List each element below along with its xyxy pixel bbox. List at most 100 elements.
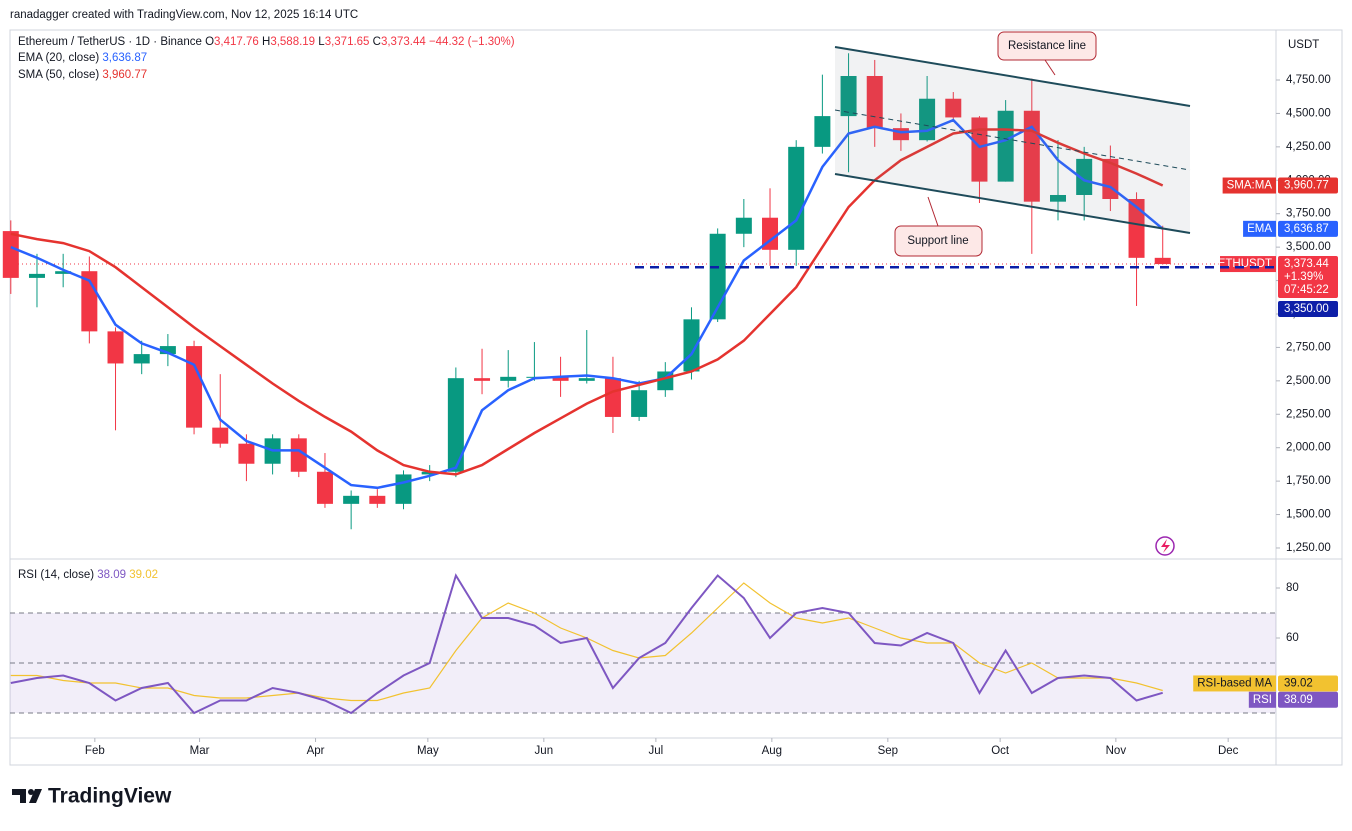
x-tick-label: Dec [1218, 745, 1239, 757]
y-tick-label: 1,250.00 [1286, 542, 1331, 554]
legend-value: 38.09 [97, 569, 126, 581]
legend-text: 3,373.44 [381, 36, 426, 48]
candle-body [1076, 158, 1093, 195]
legend-text: −44.32 (−1.30%) [429, 36, 515, 48]
candle-body [316, 471, 333, 504]
candle-body [631, 390, 648, 417]
legend-text: Ethereum / TetherUS · 1D · Binance [18, 36, 202, 48]
resistance-trendline [834, 46, 1191, 107]
x-tick-label: Apr [307, 745, 325, 757]
axis-tag-name-box [1193, 675, 1276, 692]
last-price-countdown: 07:45:22 [1284, 284, 1329, 296]
legend-text: 3,636.87 [102, 52, 147, 64]
candle-body [1050, 194, 1066, 202]
series-legend: SMA (50, close) 3,960.77 [18, 69, 147, 81]
y-tick-label: 4,250.00 [1286, 141, 1331, 153]
series-line [10, 118, 1164, 490]
candle-body [395, 474, 412, 504]
candle-body [186, 346, 203, 428]
callout-pointer [1044, 59, 1056, 76]
axis-tag-name-box [1222, 177, 1276, 194]
axis-tag-box [1278, 220, 1338, 237]
frame [9, 29, 1343, 766]
callout-box [997, 31, 1097, 61]
axis-tag-value: 3,636.87 [1284, 223, 1329, 235]
axis-tag-name: SMA:MA [1227, 180, 1273, 192]
y-tick-label: 2,750.00 [1286, 341, 1331, 353]
candle-body [290, 438, 307, 472]
candle-body [762, 217, 779, 250]
candle-body [159, 346, 176, 355]
candle-body [447, 378, 464, 472]
legend-text: SMA (50, close) [18, 69, 99, 81]
mid-trendline [834, 109, 1191, 171]
candle-body [840, 75, 857, 117]
lightning-icon [1155, 536, 1175, 556]
candle-body [1128, 199, 1145, 258]
x-tick-label: Sep [878, 745, 898, 757]
candle-body [866, 75, 883, 129]
x-tick-label: Nov [1106, 745, 1127, 757]
candle-body [2, 231, 19, 278]
y-tick-label: 4,750.00 [1286, 74, 1331, 86]
candle-body [238, 443, 255, 464]
candle-body [735, 217, 752, 234]
candle-body [369, 495, 386, 504]
series-line [10, 573, 1163, 715]
credit: ranadagger created with TradingView.com,… [10, 9, 358, 21]
candle-body [212, 427, 229, 444]
candle-body [971, 117, 988, 182]
y-tick-label: 2,000.00 [1286, 442, 1331, 454]
last-price-label: 3,373.44 [1284, 258, 1329, 270]
hline-label: 3,350.00 [1284, 303, 1329, 315]
candle-body [578, 378, 595, 381]
axis-unit: USDT [1288, 39, 1319, 51]
axis-tag-box [1278, 177, 1338, 194]
legend-text: EMA (20, close) [18, 52, 99, 64]
legend-text: RSI (14, close) [18, 569, 94, 581]
y-tick-label: 2,500.00 [1286, 375, 1331, 387]
axis-tag-box [1278, 691, 1338, 708]
candle-body [814, 116, 831, 147]
legend-text: 3,371.65 [325, 36, 370, 48]
annotation: Support line [907, 235, 968, 247]
legend-key: C [373, 36, 381, 48]
quote-legend: Ethereum / TetherUS · 1D · Binance O3,41… [18, 36, 515, 48]
candle-body [945, 98, 962, 118]
axis-tag-value: 3,960.77 [1284, 180, 1329, 192]
x-tick-label: Jun [535, 745, 554, 757]
candle-body [28, 273, 45, 278]
candle-body [500, 376, 517, 381]
axis-tag-box [1278, 301, 1338, 318]
y-tick-label: 1,500.00 [1286, 509, 1331, 521]
logo-text: TradingView [48, 785, 172, 808]
y-tick-label: 4,500.00 [1286, 107, 1331, 119]
annotation: Resistance line [1008, 40, 1086, 52]
legend-text: 3,960.77 [102, 69, 147, 81]
candle-body [474, 378, 491, 381]
candle-body [552, 376, 569, 381]
legend-key: O [205, 36, 214, 48]
x-tick-label: Feb [85, 745, 105, 757]
candle-body [107, 331, 124, 364]
rsi-legend: RSI (14, close) 38.09 39.02 [18, 569, 158, 581]
y-tick-label: 2,250.00 [1286, 408, 1331, 420]
x-tick-label: May [417, 745, 439, 757]
x-tick-label: Oct [991, 745, 1010, 757]
candle-body [133, 354, 150, 364]
callout-box [894, 225, 983, 257]
axis-tag-value: 38.09 [1284, 694, 1313, 706]
axis-tag-box [1278, 256, 1338, 299]
series-line [10, 128, 1164, 476]
candle-body [55, 271, 72, 274]
candle-body [604, 378, 621, 417]
candle-body [421, 471, 438, 475]
x-tick-label: Aug [762, 745, 782, 757]
legend-value: 39.02 [129, 569, 158, 581]
axis-tag-value: 39.02 [1284, 677, 1313, 689]
y-tick-label: 3,750.00 [1286, 208, 1331, 220]
axis-tag-name: RSI-based MA [1197, 677, 1272, 689]
support-trendline [834, 173, 1191, 234]
axis-tag-name: EMA [1247, 223, 1272, 235]
